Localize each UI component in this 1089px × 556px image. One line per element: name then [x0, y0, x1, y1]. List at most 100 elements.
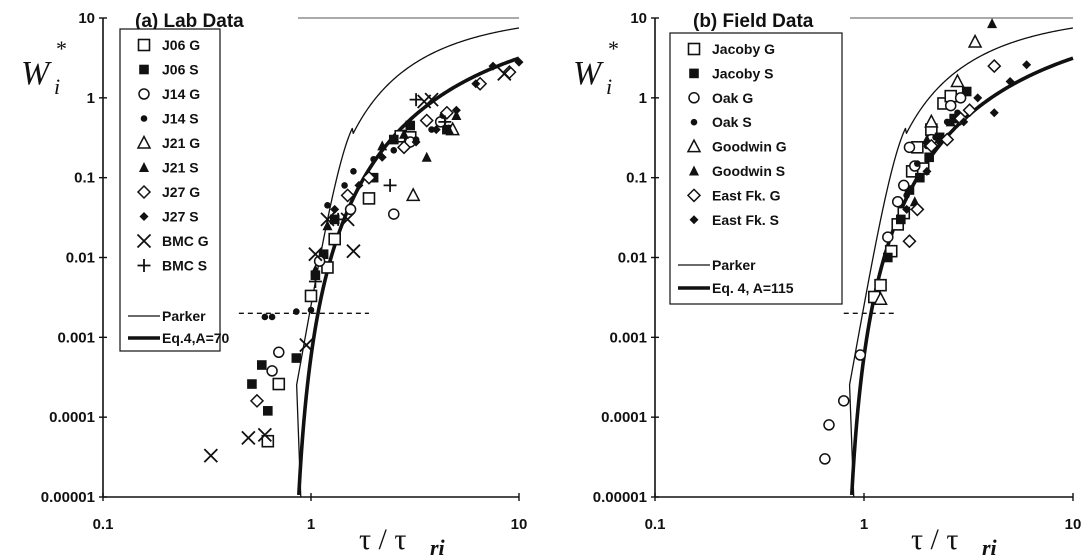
data-point	[203, 448, 218, 463]
data-point	[299, 337, 314, 353]
data-point	[837, 395, 850, 407]
data-point	[341, 182, 348, 189]
legend-label: J27 G	[162, 184, 200, 200]
data-point	[331, 212, 345, 226]
series-curve-parker	[295, 27, 520, 498]
data-point	[247, 379, 257, 389]
data-point	[987, 59, 1002, 74]
legend-label: Eq. 4, A=115	[712, 280, 794, 296]
y-tick-label: 10	[630, 10, 647, 27]
data-point	[883, 252, 893, 263]
data-point	[307, 306, 315, 314]
legend-label: Oak S	[712, 114, 752, 130]
y-axis-label-subscript: i	[54, 74, 60, 99]
data-point	[419, 113, 434, 128]
legend-label: J06 G	[162, 37, 200, 53]
data-point	[257, 427, 272, 443]
legend-marker-oak-s	[690, 118, 698, 126]
data-point	[308, 275, 322, 289]
data-point	[488, 61, 498, 71]
legend-marker-bmc-g	[136, 233, 152, 249]
legend-marker-j14-g	[138, 88, 150, 100]
y-tick-label: 0.01	[66, 250, 95, 267]
data-point	[361, 170, 377, 185]
chart-panel-field-data: 0.00001 0.0001 0.001 0.01 0.1 1 10 0.1 1 10 (b) Fi…	[573, 10, 1081, 556]
data-point	[497, 66, 512, 81]
legend-marker-oak-g	[688, 92, 700, 104]
data-point	[346, 244, 361, 259]
data-point	[451, 110, 462, 121]
series-j27-s	[330, 57, 524, 214]
data-point	[1005, 77, 1015, 87]
legend-marker-jacoby-g	[687, 42, 701, 56]
data-point	[854, 349, 867, 361]
data-point	[431, 125, 441, 135]
legend-marker-j27-s	[139, 212, 149, 221]
data-point	[934, 132, 945, 143]
data-point	[405, 187, 421, 202]
data-point	[961, 86, 972, 97]
data-point	[390, 147, 398, 154]
data-point	[308, 247, 323, 262]
data-point	[922, 166, 932, 176]
data-point	[330, 204, 340, 214]
data-point	[261, 313, 269, 321]
data-point	[313, 255, 326, 267]
legend-label: J27 S	[162, 209, 199, 225]
y-axis-label: W	[21, 55, 52, 92]
data-point	[962, 103, 977, 118]
data-point	[898, 179, 910, 192]
data-point	[989, 108, 999, 118]
legend: Jacoby G Jacoby S Oak G Oak S Goodwin G Goodw…	[669, 32, 843, 305]
y-tick-label: 0.0001	[601, 409, 647, 426]
series-j21-s	[310, 110, 462, 275]
legend: J06 G J06 S J14 G J14 S J21 G J21 S J27 G J27 S…	[119, 28, 230, 352]
legend-label: Jacoby S	[712, 65, 773, 81]
data-point	[914, 160, 921, 167]
y-tick-label: 0.00001	[41, 489, 95, 506]
x-tick-label: 10	[511, 516, 528, 533]
data-point	[421, 151, 432, 162]
data-point	[959, 117, 969, 127]
y-axis-label-subscript: i	[606, 74, 612, 99]
legend-marker-jacoby-s	[689, 68, 699, 79]
data-point	[471, 79, 481, 89]
data-point	[932, 134, 939, 141]
legend-marker-east-fk-g	[686, 188, 702, 203]
data-point	[910, 202, 925, 217]
data-point	[320, 212, 335, 227]
legend-label: J14 G	[162, 86, 200, 102]
data-point	[940, 132, 955, 147]
data-point	[409, 93, 423, 107]
y-tick-label: 1	[87, 90, 95, 107]
data-point	[514, 57, 524, 67]
legend-label: BMC S	[162, 258, 207, 274]
legend-label: Parker	[162, 308, 206, 324]
legend-label: Oak G	[712, 90, 753, 106]
series-east-fk-g	[902, 59, 1002, 249]
y-tick-label: 0.001	[609, 329, 647, 346]
data-point	[428, 126, 435, 133]
y-tick-label: 0.00001	[593, 489, 647, 506]
legend-label: Goodwin G	[712, 139, 787, 155]
legend-marker-j27-g	[136, 184, 152, 200]
x-tick-label: 1	[860, 516, 868, 533]
y-tick-label: 0.1	[74, 170, 95, 187]
x-tick-label: 1	[307, 516, 315, 533]
legend-label: J21 G	[162, 135, 200, 151]
data-point	[439, 105, 454, 120]
y-axis-label-superscript: *	[56, 36, 67, 61]
data-point	[945, 116, 956, 127]
data-point	[891, 195, 904, 208]
x-axis-label-subscript: ri	[982, 535, 998, 556]
data-point	[874, 278, 887, 292]
legend-marker-bmc-s	[137, 259, 151, 272]
data-point	[882, 231, 894, 243]
data-point	[902, 204, 912, 214]
data-point	[377, 152, 387, 162]
data-point	[383, 178, 397, 192]
data-point	[987, 18, 998, 29]
data-point	[256, 360, 267, 370]
legend-label: Jacoby G	[712, 41, 775, 57]
data-point	[263, 406, 273, 416]
